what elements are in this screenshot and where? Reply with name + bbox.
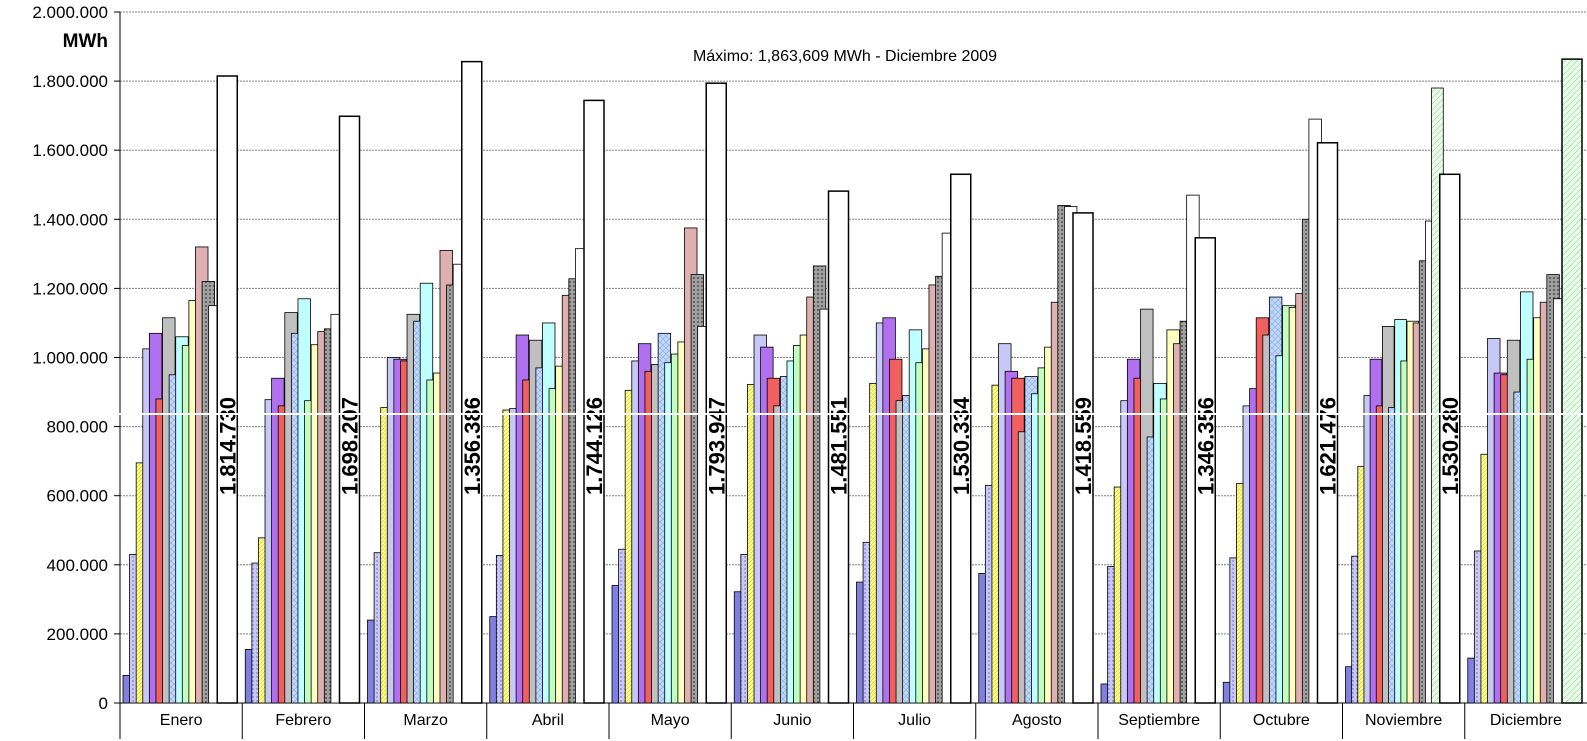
- y-tick-label: 1.200.000: [32, 279, 108, 298]
- data-label: 1.744.126: [582, 397, 607, 495]
- data-label: 1.698.207: [338, 397, 363, 495]
- data-label: 1.621.476: [1316, 397, 1341, 495]
- data-label: 1.814.730: [215, 397, 240, 495]
- bar: [827, 190, 850, 704]
- bars: [122, 58, 1583, 704]
- gridlines: [120, 11, 1587, 704]
- data-label: 1.356.386: [460, 397, 485, 495]
- y-tick-label: 400.000: [47, 556, 108, 575]
- y-tick-label: 1.600.000: [32, 141, 108, 160]
- x-tick-label: Mayo: [651, 712, 690, 729]
- data-label: 1.530.280: [1438, 397, 1463, 495]
- data-label: 1.418.559: [1071, 397, 1096, 495]
- bar: [1439, 173, 1461, 704]
- x-tick-label: Marzo: [403, 712, 448, 729]
- bar: [950, 173, 972, 704]
- bar: [1194, 237, 1216, 704]
- bar: [1561, 58, 1583, 704]
- y-tick-label: 800.000: [47, 418, 108, 437]
- bar: [705, 82, 727, 704]
- data-labels: 1.814.730 1.698.207 1.356.386 1.744.126 1.79…: [0, 396, 1587, 495]
- x-tick-label: Abril: [532, 712, 564, 729]
- y-tick-label: 1.000.000: [32, 349, 108, 368]
- bar: [338, 115, 361, 704]
- x-tick-label: Octubre: [1253, 712, 1310, 729]
- axes: 0 200.000 400.000 600.000 800.000 1.000.000 1.…: [32, 3, 1587, 739]
- bar: [1072, 212, 1094, 704]
- bar: [461, 60, 483, 704]
- max-annotation: Máximo: 1,863,609 MWh - Diciembre 2009: [693, 48, 997, 65]
- bar: [583, 99, 605, 704]
- data-label: 1.530.334: [949, 396, 974, 495]
- x-tick-label: Enero: [160, 712, 203, 729]
- x-tick-label: Noviembre: [1365, 712, 1442, 729]
- y-tick-label: 1.800.000: [32, 72, 108, 91]
- bar: [216, 75, 238, 704]
- x-tick-label: Agosto: [1012, 712, 1062, 729]
- x-tick-label: Febrero: [275, 712, 331, 729]
- y-tick-label: 0: [99, 694, 108, 713]
- y-tick-label: 2.000.000: [32, 3, 108, 22]
- data-label: 1.481.551: [827, 397, 852, 495]
- data-label: 1.793.947: [704, 397, 729, 495]
- x-tick-label: Julio: [898, 712, 931, 729]
- bar: [1316, 142, 1339, 704]
- y-axis-unit-label: MWh: [63, 31, 108, 52]
- y-tick-label: 600.000: [47, 487, 108, 506]
- y-tick-label: 200.000: [47, 625, 108, 644]
- x-tick-label: Diciembre: [1490, 712, 1562, 729]
- data-label: 1.346.356: [1193, 397, 1218, 495]
- y-tick-label: 1.400.000: [32, 210, 108, 229]
- x-tick-label: Septiembre: [1118, 712, 1200, 729]
- x-tick-label: Junio: [773, 712, 811, 729]
